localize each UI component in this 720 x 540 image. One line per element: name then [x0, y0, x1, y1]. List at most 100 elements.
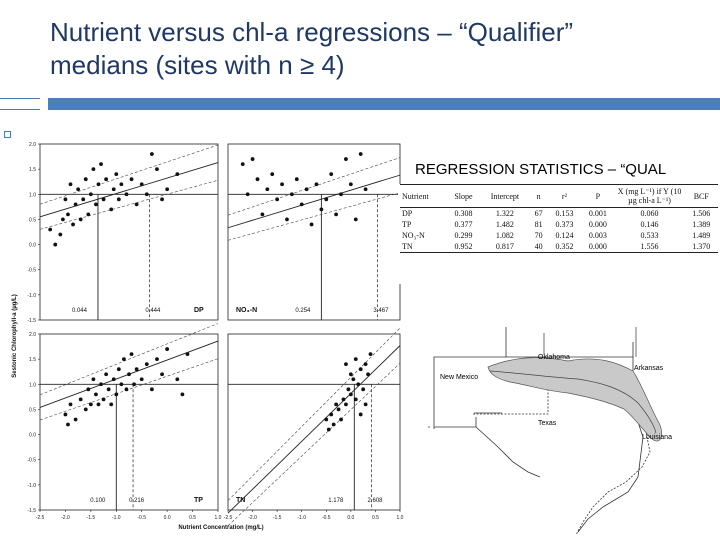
- data-point: [139, 377, 144, 382]
- regression-table-container: Nutrient Slope Intercept n r² P X (mg L⁻…: [398, 184, 720, 284]
- column-header: P: [581, 184, 615, 208]
- table-cell: 0.003: [588, 231, 607, 240]
- data-point: [94, 392, 98, 397]
- confidence-line-lower: [227, 362, 401, 526]
- data-point: [334, 212, 339, 217]
- red-river-line: [489, 370, 657, 434]
- data-point: [245, 192, 250, 197]
- data-point: [76, 187, 81, 192]
- data-point: [58, 232, 63, 237]
- x-tick-label: 0.5: [189, 515, 196, 521]
- data-point: [265, 187, 270, 192]
- data-point: [175, 377, 180, 382]
- data-point: [66, 212, 70, 217]
- data-point: [294, 177, 299, 182]
- data-point: [175, 172, 180, 177]
- data-point: [358, 152, 363, 156]
- plot-frame: [227, 143, 401, 321]
- data-point: [339, 417, 343, 422]
- data-point: [63, 197, 68, 202]
- table-cell: 1.556: [614, 241, 685, 253]
- bullet-square-icon: [4, 131, 11, 138]
- data-point: [127, 372, 131, 377]
- x-tick-label: -1.5: [87, 515, 96, 521]
- table-cell: 1.082: [495, 231, 514, 240]
- data-point: [344, 402, 348, 407]
- table-cell: 0.352: [547, 241, 582, 253]
- table-cell: 0.060: [640, 209, 659, 218]
- confidence-line-lower: [39, 179, 219, 230]
- table-row: NO₃-N 0.299 1.082 70 0.124 0.003 0.533 1.489: [400, 230, 718, 241]
- data-point: [319, 207, 324, 212]
- scatter-plots-svg: DP 0.044 0.444 2.0 1.5 1.0 0.5 0.0 -0.5 -1.0 -1.5 N…: [12, 142, 404, 531]
- table-row: DP 0.308 1.322 67 0.153 0.001 0.060 1.506: [400, 208, 718, 220]
- map-label-arkansas: Arkansas: [634, 365, 664, 372]
- data-point: [149, 152, 154, 156]
- data-point: [83, 407, 88, 412]
- data-point: [314, 182, 319, 187]
- data-point: [71, 222, 75, 227]
- data-point: [341, 397, 346, 402]
- regression-line: [39, 162, 219, 218]
- data-point: [260, 212, 265, 217]
- table-cell: 0.533: [640, 231, 659, 240]
- data-point: [116, 367, 121, 372]
- data-point: [361, 387, 366, 392]
- data-point: [144, 192, 149, 197]
- map-label-oklahoma: Oklahoma: [538, 354, 570, 361]
- data-point: [160, 197, 164, 202]
- data-point: [91, 377, 96, 382]
- map-svg: Oklahoma Arkansas New Mexico Texas Louis…: [428, 327, 672, 536]
- data-point: [366, 372, 370, 377]
- table-row: TN 0.952 0.817 40 0.352 0.000 1.556 1.370: [400, 241, 718, 253]
- study-area-map: Oklahoma Arkansas New Mexico Texas Louis…: [428, 327, 720, 537]
- data-point: [106, 387, 111, 392]
- data-point: [124, 387, 129, 392]
- y-tick-label: 1.0: [29, 192, 36, 198]
- scatter-plot-figure: DP 0.044 0.444 2.0 1.5 1.0 0.5 0.0 -0.5 -1.0 -1.5 N…: [6, 136, 406, 534]
- data-point: [240, 162, 245, 167]
- regression-table: Nutrient Slope Intercept n r² P X (mg L⁻…: [400, 184, 718, 253]
- data-point: [111, 377, 116, 382]
- data-point: [353, 357, 358, 362]
- title-line-2: medians (sites with n ≥ 4): [50, 50, 345, 80]
- y-tick-label: -1.0: [27, 293, 36, 299]
- table-header-row: Nutrient Slope Intercept n r² P X (mg L⁻…: [400, 184, 718, 208]
- data-point: [334, 402, 339, 407]
- y-tick-label: 1.5: [29, 357, 36, 363]
- data-point: [165, 347, 170, 351]
- table-cell: NO₃-N: [402, 231, 425, 240]
- threshold-label: 0.044: [72, 308, 88, 314]
- data-point: [149, 387, 154, 392]
- data-point: [86, 212, 91, 217]
- data-point: [144, 362, 149, 367]
- y-tick-label: -0.5: [27, 268, 36, 274]
- data-point: [363, 362, 368, 367]
- plot-frame: [39, 333, 219, 511]
- table-cell: TN: [400, 241, 447, 253]
- data-point: [116, 197, 121, 202]
- data-point: [285, 217, 289, 222]
- data-point: [124, 192, 129, 197]
- table-cell: 1.506: [692, 209, 711, 218]
- title-line-1: Nutrient versus chl-a regressions – “Qua…: [50, 17, 574, 47]
- table-cell: 67: [534, 209, 543, 218]
- data-point: [111, 187, 116, 192]
- data-point: [60, 217, 65, 222]
- data-point: [94, 202, 98, 207]
- data-point: [114, 172, 119, 177]
- table-cell: 0.308: [454, 209, 473, 218]
- data-point: [119, 382, 124, 387]
- data-point: [88, 402, 93, 407]
- threshold-label: 2.608: [367, 498, 383, 504]
- data-point: [348, 372, 353, 377]
- y-tick-label: 1.0: [29, 382, 36, 388]
- panel-label: TP: [194, 497, 203, 504]
- panel-label: TN: [236, 497, 245, 504]
- y-tick-label: -0.5: [27, 458, 36, 464]
- data-point: [155, 357, 159, 362]
- data-point: [96, 402, 101, 407]
- table-cell: DP: [402, 209, 413, 218]
- x-axis-label: Nutrient Concentration (mg/L): [178, 525, 263, 531]
- data-point: [363, 187, 368, 192]
